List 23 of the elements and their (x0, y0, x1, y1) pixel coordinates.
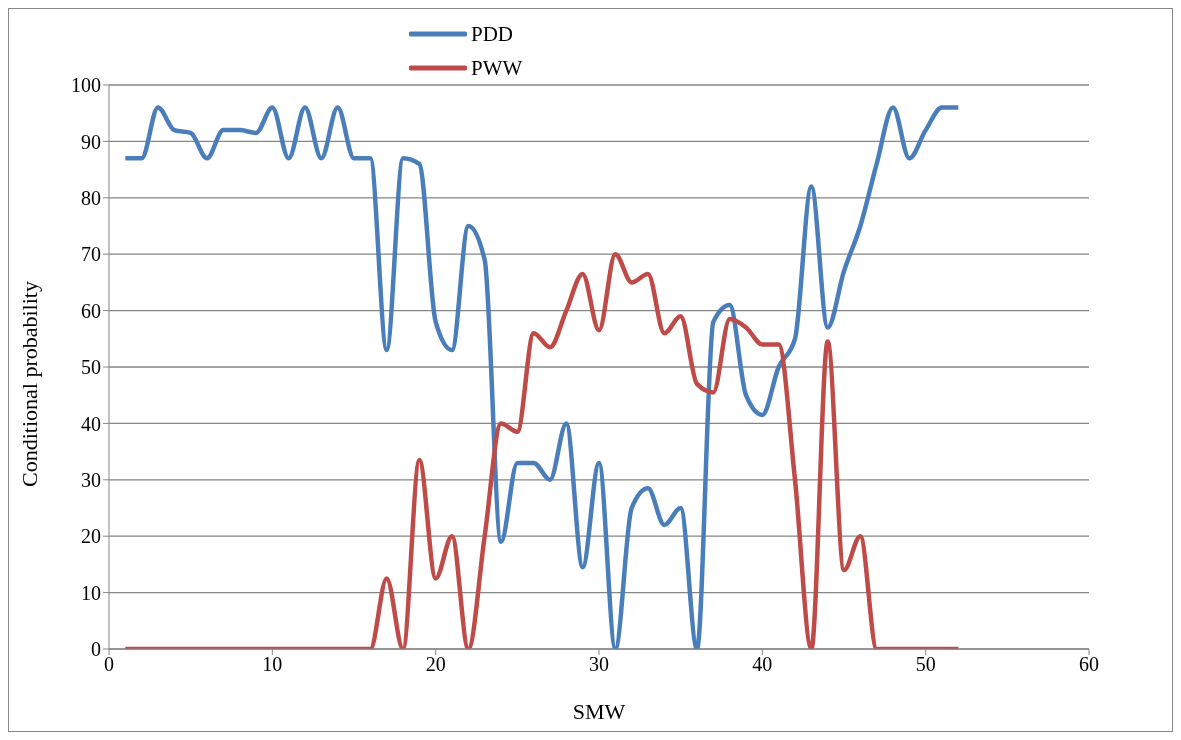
y-tick-label: 30 (81, 468, 101, 491)
x-tick-label: 60 (1079, 653, 1099, 676)
line-series (123, 105, 961, 649)
y-axis-title: Conditional probability (16, 281, 42, 487)
legend-label: PWW (471, 55, 523, 81)
y-tick-label: 20 (81, 525, 101, 548)
y-tick-label: 100 (71, 74, 101, 97)
line-series (123, 251, 961, 649)
x-tick-label: 10 (262, 653, 283, 676)
y-tick-label: 0 (91, 638, 101, 661)
x-axis-title: SMW (572, 699, 626, 724)
x-tick-label: 50 (915, 653, 936, 676)
y-tick-label: 70 (81, 243, 101, 266)
y-tick-label: 80 (81, 186, 101, 209)
y-tick-label: 50 (81, 356, 101, 379)
x-tick-label: 20 (425, 653, 446, 676)
y-tick-label: 10 (81, 581, 101, 604)
y-tick-label: 60 (81, 299, 101, 322)
legend-label: PDD (471, 21, 514, 47)
x-tick-label: 40 (752, 653, 773, 676)
y-tick-label: 90 (81, 130, 101, 153)
x-tick-label: 30 (589, 653, 609, 676)
y-tick-label: 40 (81, 412, 101, 435)
